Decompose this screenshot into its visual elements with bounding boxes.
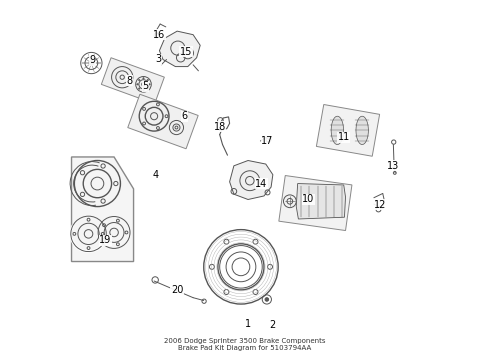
Polygon shape <box>355 116 367 145</box>
Circle shape <box>138 79 140 81</box>
Circle shape <box>148 84 150 85</box>
Circle shape <box>147 88 148 89</box>
Text: 1: 1 <box>244 319 251 329</box>
Polygon shape <box>316 104 379 156</box>
Text: 19: 19 <box>99 235 111 245</box>
Polygon shape <box>71 157 133 261</box>
Text: 20: 20 <box>171 285 183 295</box>
Polygon shape <box>159 31 200 67</box>
Text: 8: 8 <box>126 76 132 86</box>
Text: 3: 3 <box>155 54 162 64</box>
Polygon shape <box>229 161 272 199</box>
Circle shape <box>137 84 138 85</box>
Text: 12: 12 <box>373 200 386 210</box>
Text: 4: 4 <box>152 170 158 180</box>
Circle shape <box>264 298 268 301</box>
Text: 9: 9 <box>90 55 96 65</box>
Text: 10: 10 <box>302 194 314 204</box>
Text: 11: 11 <box>337 132 349 143</box>
Polygon shape <box>278 176 351 230</box>
Circle shape <box>147 79 148 81</box>
Circle shape <box>142 77 144 79</box>
Text: 16: 16 <box>153 30 165 40</box>
Polygon shape <box>330 116 343 145</box>
Text: 17: 17 <box>261 136 273 146</box>
Circle shape <box>142 90 144 91</box>
Text: 2006 Dodge Sprinter 3500 Brake Components
Brake Pad Kit Diagram for 5103794AA: 2006 Dodge Sprinter 3500 Brake Component… <box>163 338 325 351</box>
Text: 6: 6 <box>181 111 187 121</box>
Text: 14: 14 <box>255 179 267 189</box>
Circle shape <box>138 88 140 89</box>
Text: 13: 13 <box>386 161 399 171</box>
Polygon shape <box>296 184 345 219</box>
Text: 5: 5 <box>142 81 148 91</box>
Text: 15: 15 <box>180 47 192 57</box>
Text: 18: 18 <box>213 122 225 132</box>
Polygon shape <box>127 94 198 149</box>
Text: 2: 2 <box>268 320 275 330</box>
Polygon shape <box>101 58 164 104</box>
